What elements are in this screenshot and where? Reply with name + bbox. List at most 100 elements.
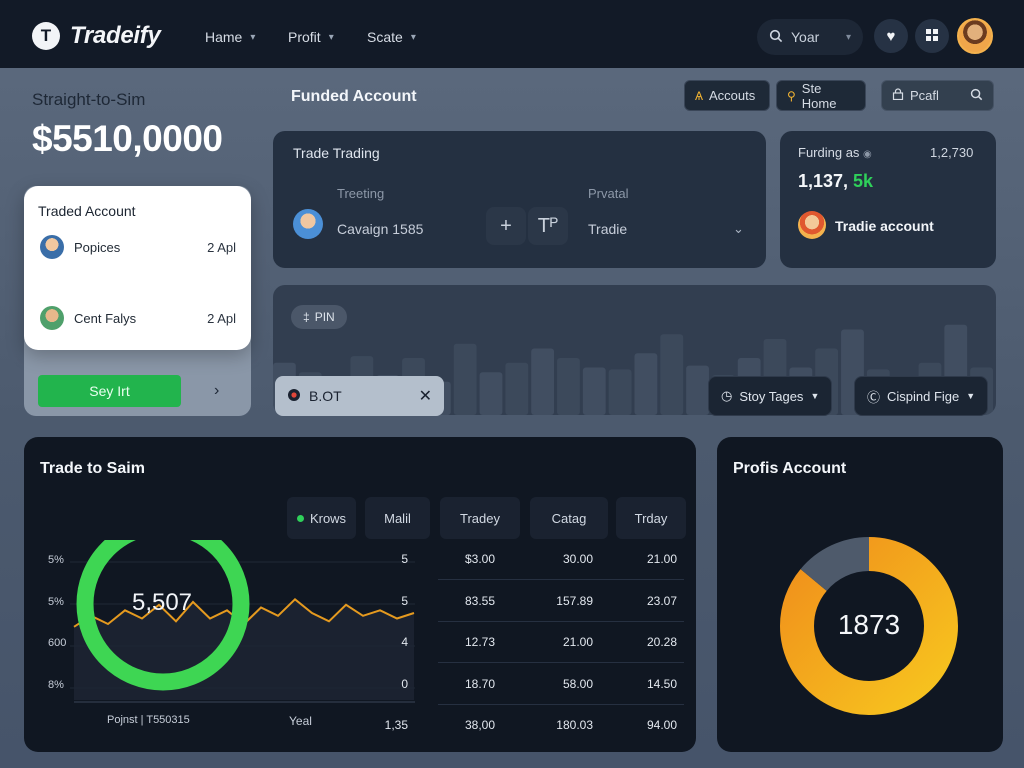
- progress-ring: [76, 540, 250, 691]
- sign-in-button[interactable]: Sey Irt: [38, 375, 181, 407]
- grid-icon: [926, 28, 938, 45]
- trade-trading-card: [273, 131, 766, 268]
- activity-bar: [582, 367, 606, 415]
- column-header[interactable]: Tradey: [440, 497, 520, 539]
- column-header[interactable]: Trday: [616, 497, 686, 539]
- column-header[interactable]: Krows: [287, 497, 356, 539]
- avatar: [40, 306, 64, 330]
- nav-label: Profit: [288, 29, 321, 45]
- y-axis-label: 5%: [48, 554, 64, 566]
- column-header-label: Catag: [551, 510, 587, 526]
- activity-bar: [557, 358, 580, 415]
- list-item[interactable]: Popices 2 Apl: [40, 235, 236, 259]
- column-header-label: Malil: [384, 510, 411, 526]
- column-header[interactable]: Malil: [365, 497, 430, 539]
- chevron-down-icon: ▾: [328, 31, 334, 43]
- clock-icon: ◷: [721, 388, 733, 403]
- table-cell: 12.73: [464, 635, 495, 649]
- pin-chip[interactable]: ‡ PIN: [291, 305, 347, 329]
- field-label: Treeting: [337, 186, 385, 201]
- table-cell: 20.28: [646, 635, 677, 649]
- chip-label: Pcafl: [910, 88, 939, 103]
- chevron-down-icon: ▾: [845, 31, 851, 43]
- table-cell: 4: [401, 635, 408, 649]
- trade-chart: [70, 540, 415, 703]
- table-cell: 5: [401, 593, 408, 608]
- bot-icon: [287, 388, 301, 405]
- funding-number: 1,2,730: [930, 145, 974, 160]
- list-item-date: 2 Apl: [207, 310, 236, 326]
- pin-label: PIN: [314, 310, 335, 324]
- funding-amount-highlight: 5k: [853, 171, 874, 191]
- profile-chip[interactable]: Pcafl: [881, 80, 994, 111]
- field-label: Prvatal: [588, 186, 629, 201]
- add-button[interactable]: +: [486, 207, 526, 245]
- accounts-chip[interactable]: Ѧ Accouts: [684, 80, 770, 111]
- info-icon: ◉: [863, 149, 872, 160]
- list-item[interactable]: Cent Falys 2 Apl: [40, 306, 236, 330]
- column-header-label: Tradey: [460, 510, 500, 526]
- list-item-name: Cent Falys: [74, 310, 137, 326]
- story-tags-dropdown[interactable]: ◷ Stoy Tages ▼: [708, 376, 833, 416]
- profit-donut: [780, 537, 958, 715]
- chevron-down-icon: ▼: [966, 391, 976, 401]
- table-cell: 23.07: [646, 593, 677, 608]
- nav-label: Scate: [367, 29, 403, 45]
- funding-amount-prefix: 1,137,: [798, 171, 854, 191]
- funded-account-title: Funded Account: [291, 88, 417, 105]
- nav-item-profit[interactable]: Profit ▾: [288, 29, 334, 45]
- nav-item-scate[interactable]: Scate ▾: [367, 29, 416, 45]
- apps-button[interactable]: [915, 19, 949, 53]
- chevron-down-icon: ▾: [250, 31, 256, 43]
- hero-amount: $5510,0000: [32, 118, 223, 159]
- brand-name: Tradeify: [70, 22, 161, 49]
- column-header-label: Krows: [309, 510, 347, 526]
- trade-select-value[interactable]: Tradie: [588, 221, 628, 237]
- trade-account-link[interactable]: Tradie account: [835, 218, 934, 234]
- activity-bar: [531, 348, 555, 415]
- accounts-icon: Ѧ: [695, 88, 704, 103]
- site-home-chip[interactable]: ⚲ Ste Home: [776, 80, 866, 111]
- status-dot: [296, 514, 304, 522]
- bot-chip[interactable]: B.OT ✕: [275, 376, 444, 416]
- donut-segment: [780, 537, 958, 715]
- close-icon[interactable]: ✕: [418, 388, 432, 405]
- activity-bar: [686, 365, 709, 415]
- funding-card: [780, 131, 996, 268]
- campaign-value[interactable]: Cavaign 1585: [337, 221, 424, 237]
- y-axis-label: 600: [48, 637, 67, 649]
- activity-bar: [660, 334, 684, 415]
- table-cell: 30.00: [562, 552, 593, 566]
- profit-total: 1873: [837, 609, 901, 640]
- activity-bar: [479, 372, 503, 415]
- trade-to-sim-title: Trade to Saim: [40, 460, 145, 477]
- hero-subtitle: Straight-to-Sim: [32, 90, 146, 109]
- y-axis-label: 8%: [48, 679, 64, 691]
- text-format-button[interactable]: Tᴾ: [528, 207, 568, 245]
- table-cell: 21.00: [646, 552, 677, 566]
- pin-icon: ‡: [303, 310, 310, 324]
- favorites-button[interactable]: ♥: [874, 19, 908, 53]
- column-header[interactable]: Catag: [530, 497, 608, 539]
- search-icon: [769, 29, 783, 46]
- chevron-right-icon[interactable]: ›: [214, 382, 220, 399]
- profit-account-title: Profis Account: [733, 460, 847, 477]
- ring-value: 5,507: [131, 589, 193, 616]
- row-divider: [438, 662, 684, 663]
- activity-bar: [505, 362, 529, 415]
- figure-dropdown[interactable]: Ⓒ Cispind Fige ▼: [854, 376, 989, 416]
- user-avatar[interactable]: [957, 18, 993, 54]
- search-label: Yoar: [791, 29, 820, 45]
- table-cell: 58.00: [562, 676, 593, 691]
- avatar: [40, 235, 64, 259]
- table-cell: 94.00: [646, 718, 677, 732]
- chevron-down-icon[interactable]: ⌄: [733, 221, 744, 236]
- chip-label: Ste Home: [801, 80, 837, 111]
- x-axis-label: Pojnst | T550315: [107, 714, 190, 726]
- avatar: [798, 211, 826, 239]
- list-item-date: 2 Apl: [207, 239, 236, 255]
- copyright-icon: Ⓒ: [867, 389, 881, 405]
- nav-item-home[interactable]: Hame ▾: [205, 29, 255, 45]
- search-select[interactable]: Yoar ▾: [757, 19, 863, 55]
- search-icon: [970, 88, 983, 104]
